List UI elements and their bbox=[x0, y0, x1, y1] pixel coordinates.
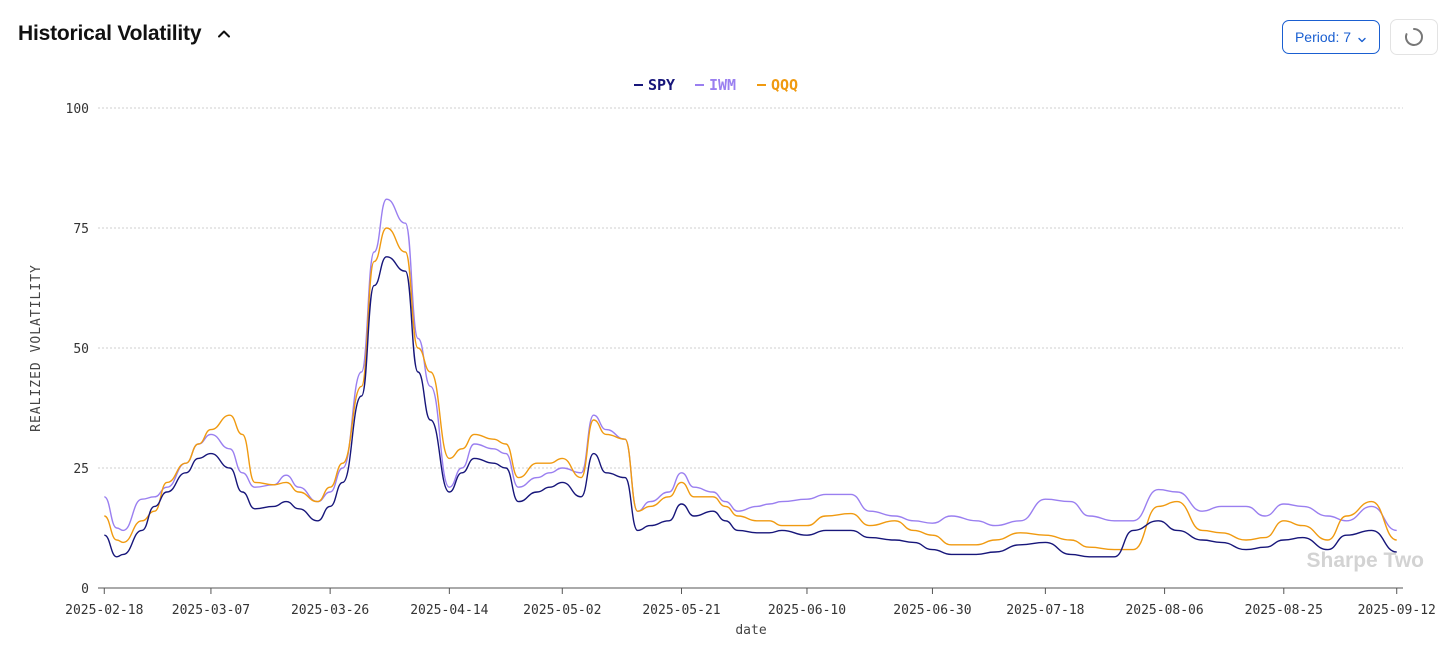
x-tick-label-2025-07-18: 2025-07-18 bbox=[1006, 603, 1084, 618]
chevron-up-icon[interactable] bbox=[215, 25, 233, 43]
x-tick-label-2025-04-14: 2025-04-14 bbox=[410, 603, 488, 618]
x-tick-label-2025-05-02: 2025-05-02 bbox=[523, 603, 601, 618]
period-dropdown[interactable]: Period: 7 bbox=[1282, 20, 1380, 54]
legend-label-spy: SPY bbox=[648, 76, 675, 94]
panel-header: Historical Volatility Period: 7 bbox=[0, 0, 1456, 72]
x-tick-label-2025-06-30: 2025-06-30 bbox=[893, 603, 971, 618]
x-tick-label-2025-02-18: 2025-02-18 bbox=[65, 603, 143, 618]
x-axis-label: date bbox=[735, 623, 766, 638]
series-line-iwm bbox=[103, 198, 1397, 532]
x-axis: 2025-02-18 2025-03-07 2025-03-26 2025-04-14… bbox=[65, 587, 1436, 618]
y-tick-label-0: 0 bbox=[81, 582, 89, 597]
grid-lines bbox=[98, 107, 1403, 589]
x-tick-label-2025-05-21: 2025-05-21 bbox=[642, 603, 720, 618]
legend-label-iwm: IWM bbox=[709, 76, 736, 94]
panel-title: Historical Volatility bbox=[18, 22, 202, 45]
refresh-button[interactable] bbox=[1390, 19, 1438, 55]
x-tick-label-2025-08-06: 2025-08-06 bbox=[1125, 603, 1203, 618]
period-label: Period: 7 bbox=[1294, 29, 1352, 45]
x-tick-label-2025-09-12: 2025-09-12 bbox=[1358, 603, 1436, 618]
watermark: Sharpe Two bbox=[1307, 549, 1424, 572]
y-tick-labels: 0 25 50 75 100 bbox=[66, 102, 89, 597]
legend-label-qqq: QQQ bbox=[771, 76, 798, 94]
y-tick-label-75: 75 bbox=[73, 222, 89, 237]
y-tick-label-100: 100 bbox=[66, 102, 89, 117]
x-tick-label-2025-06-10: 2025-06-10 bbox=[768, 603, 846, 618]
y-tick-label-50: 50 bbox=[73, 342, 89, 357]
title-group: Historical Volatility bbox=[18, 22, 233, 46]
y-tick-label-25: 25 bbox=[73, 462, 89, 477]
series-line-qqq bbox=[104, 227, 1397, 551]
x-tick-label-2025-08-25: 2025-08-25 bbox=[1245, 603, 1323, 618]
series-lines bbox=[103, 198, 1397, 558]
series-line-spy bbox=[104, 256, 1397, 558]
x-tick-label-2025-03-07: 2025-03-07 bbox=[172, 603, 250, 618]
legend: SPY IWM QQQ bbox=[634, 76, 798, 94]
chevron-down-icon bbox=[1357, 32, 1367, 43]
loading-spinner-icon bbox=[1405, 28, 1423, 46]
x-tick-label-2025-03-26: 2025-03-26 bbox=[291, 603, 369, 618]
y-axis-label: REALIZED VOLATILITY bbox=[29, 264, 44, 432]
